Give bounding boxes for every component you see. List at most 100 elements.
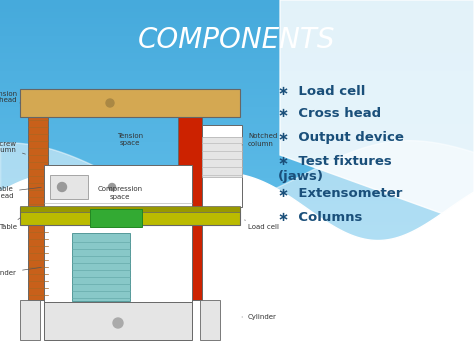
Bar	[0, 340, 474, 343]
Text: ∗  Output device: ∗ Output device	[278, 131, 404, 144]
Bar	[0, 50, 474, 53]
Bar	[0, 305, 474, 308]
Bar	[0, 192, 474, 195]
Bar	[0, 255, 474, 257]
Text: COMPONENTS: COMPONENTS	[138, 26, 336, 54]
Bar	[0, 343, 474, 346]
Bar	[0, 204, 474, 207]
Bar	[20, 206, 240, 212]
Bar	[72, 233, 130, 301]
Bar	[0, 320, 474, 322]
Bar	[0, 12, 474, 15]
Bar	[44, 302, 192, 340]
Bar	[0, 142, 474, 145]
Bar	[0, 228, 474, 231]
Bar	[0, 257, 474, 260]
Text: Compression
space: Compression space	[98, 186, 143, 200]
Bar	[0, 240, 474, 242]
Bar	[0, 53, 474, 56]
Circle shape	[113, 318, 123, 328]
Bar	[0, 207, 474, 210]
Bar	[0, 145, 474, 148]
Bar	[20, 207, 240, 225]
Text: ∗  Extensometer: ∗ Extensometer	[278, 187, 402, 200]
Bar	[0, 98, 474, 100]
Bar	[0, 86, 474, 89]
Text: Tension
crosshead: Tension crosshead	[0, 91, 20, 104]
Bar	[0, 133, 474, 136]
Bar	[0, 299, 474, 302]
Bar	[0, 21, 474, 24]
Bar	[50, 175, 88, 199]
Bar	[0, 139, 474, 142]
Bar	[0, 313, 474, 317]
Bar	[0, 225, 474, 228]
Bar	[202, 125, 242, 207]
Bar	[0, 231, 474, 234]
Bar	[0, 47, 474, 50]
Bar	[0, 210, 474, 213]
Bar	[0, 9, 474, 12]
Bar	[0, 151, 474, 154]
Bar	[0, 106, 474, 109]
Bar	[0, 56, 474, 59]
Bar	[90, 209, 142, 227]
Bar	[0, 27, 474, 29]
Bar	[0, 317, 474, 320]
Bar	[0, 328, 474, 331]
Bar	[0, 266, 474, 269]
Bar	[0, 130, 474, 133]
Text: ∗  Columns: ∗ Columns	[278, 211, 363, 224]
Circle shape	[106, 99, 114, 107]
Text: ∗  Test fixtures
(jaws): ∗ Test fixtures (jaws)	[278, 155, 392, 183]
Text: Cylinder: Cylinder	[242, 314, 277, 320]
Bar	[0, 29, 474, 33]
Bar	[0, 334, 474, 337]
Bar	[178, 115, 202, 300]
Bar	[0, 281, 474, 284]
Bar	[0, 65, 474, 68]
Bar	[0, 166, 474, 169]
Bar	[0, 121, 474, 124]
Bar	[0, 24, 474, 27]
Text: ∗  Load cell: ∗ Load cell	[278, 85, 365, 98]
Bar	[0, 189, 474, 192]
Bar	[0, 95, 474, 98]
Bar	[0, 175, 474, 178]
Bar	[0, 62, 474, 65]
Polygon shape	[280, 0, 474, 225]
Bar	[0, 3, 474, 6]
Bar	[0, 124, 474, 127]
Bar	[0, 287, 474, 290]
Bar	[0, 74, 474, 77]
Bar	[0, 100, 474, 104]
Bar	[0, 198, 474, 201]
Bar	[0, 163, 474, 166]
Bar	[0, 18, 474, 21]
Bar	[0, 302, 474, 305]
Bar	[0, 346, 474, 349]
Bar	[0, 219, 474, 222]
Text: Notched
column: Notched column	[242, 133, 277, 147]
Bar	[0, 33, 474, 36]
Bar	[202, 137, 242, 177]
Bar	[0, 201, 474, 204]
Bar	[0, 308, 474, 311]
Circle shape	[57, 182, 66, 191]
Bar	[0, 278, 474, 281]
Bar	[20, 89, 240, 117]
Bar	[0, 148, 474, 151]
Bar	[0, 80, 474, 83]
Bar	[0, 171, 474, 175]
Bar	[0, 6, 474, 9]
Bar	[0, 290, 474, 293]
Bar	[0, 38, 474, 42]
Bar	[0, 195, 474, 198]
Bar	[200, 300, 220, 340]
Bar	[0, 169, 474, 171]
Bar	[0, 15, 474, 18]
Bar	[0, 71, 474, 74]
Bar	[0, 251, 474, 255]
Bar	[0, 186, 474, 189]
Bar	[0, 216, 474, 219]
